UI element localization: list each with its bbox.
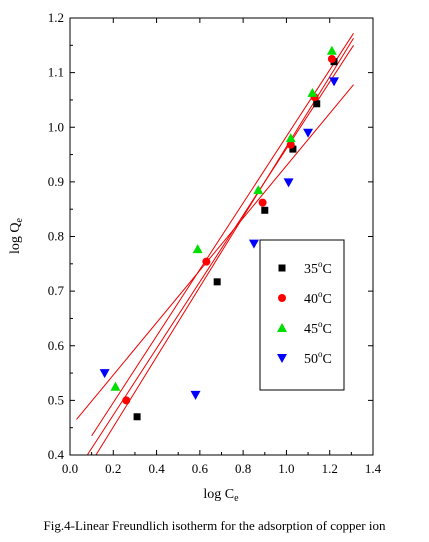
data-point [122, 396, 131, 405]
fit-line [86, 45, 354, 455]
x-tick-label: 0.2 [105, 461, 121, 476]
legend-label: 45oC [304, 319, 332, 337]
data-point [99, 369, 110, 379]
data-point [285, 133, 296, 143]
fit-lines [76, 33, 354, 455]
fit-line [91, 33, 354, 437]
y-tick-label: 0.4 [48, 447, 65, 462]
data-point [202, 257, 211, 266]
x-tick-label: 0.4 [148, 461, 165, 476]
data-point [286, 140, 295, 149]
legend-marker [277, 323, 287, 332]
y-tick-label: 1.2 [48, 10, 64, 25]
legend-box [259, 239, 345, 391]
y-tick-label: 1.1 [48, 65, 64, 80]
legend-marker [277, 354, 287, 363]
fit-line [95, 37, 354, 455]
legend-label: 35oC [304, 259, 332, 277]
x-tick-label: 0.6 [192, 461, 209, 476]
data-point [133, 413, 141, 421]
legend-label: 50oC [304, 349, 332, 367]
data-point [283, 178, 294, 188]
x-tick-label: 0.0 [62, 461, 78, 476]
data-point [307, 87, 318, 97]
y-tick-label: 0.6 [48, 338, 65, 353]
data-point [313, 100, 321, 108]
y-tick-label: 1.0 [48, 119, 64, 134]
data-point [261, 206, 269, 214]
legend-marker [278, 264, 286, 272]
y-tick-label: 0.5 [48, 392, 64, 407]
data-point [248, 239, 259, 249]
y-tick-label: 0.8 [48, 229, 64, 244]
y-axis-title: log Qe [8, 217, 25, 254]
legend-marker [278, 294, 286, 302]
data-point [329, 77, 340, 87]
data-point [303, 128, 314, 138]
legend: 35oC 40oC 45oC 50oC [259, 239, 345, 391]
data-point [258, 198, 267, 207]
freundlich-chart: 0.0 0.2 0.4 0.6 0.8 1.0 1.2 1.4 0.4 0.5 0.6 0.7 0.8 0… [8, 10, 382, 504]
data-point [190, 390, 201, 400]
x-tick-label: 0.8 [235, 461, 251, 476]
x-tick-label: 1.2 [322, 461, 338, 476]
fit-line [76, 84, 354, 420]
x-tick-label: 1.0 [278, 461, 294, 476]
data-point [289, 145, 297, 153]
legend-label: 40oC [304, 289, 332, 307]
axis-ticks: 0.0 0.2 0.4 0.6 0.8 1.0 1.2 1.4 0.4 0.5 0.6 0.7 0.8 0… [48, 10, 382, 476]
y-tick-label: 0.9 [48, 174, 64, 189]
data-points [99, 45, 340, 421]
data-point [253, 185, 264, 195]
data-point [110, 381, 121, 391]
data-point [192, 244, 203, 254]
x-tick-label: 1.4 [365, 461, 382, 476]
data-point [327, 54, 336, 63]
y-tick-label: 0.7 [48, 283, 65, 298]
data-point [326, 45, 337, 55]
figure-caption: Fig.4-Linear Freundlich isotherm for the… [43, 518, 386, 533]
data-point [213, 278, 221, 286]
x-axis-title: log Ce [203, 487, 239, 504]
